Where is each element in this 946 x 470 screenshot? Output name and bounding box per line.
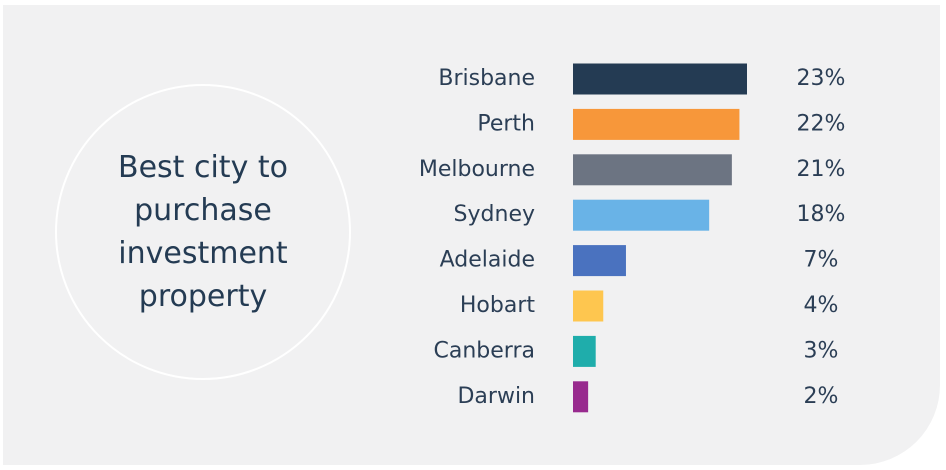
bar — [573, 290, 604, 322]
chart-title: Best city to purchase investment propert… — [118, 150, 288, 314]
category-label: Canberra — [434, 338, 535, 363]
category-label: Brisbane — [438, 66, 535, 91]
bar — [573, 154, 732, 186]
value-label: 4% — [804, 293, 839, 318]
value-label: 2% — [804, 384, 839, 409]
value-label: 21% — [797, 157, 846, 182]
bar — [573, 335, 596, 367]
category-label: Adelaide — [440, 248, 535, 273]
bar — [573, 108, 740, 140]
category-label: Hobart — [460, 293, 535, 318]
value-label: 22% — [797, 111, 846, 136]
value-label: 23% — [797, 66, 846, 91]
bar — [573, 63, 747, 95]
bar — [573, 381, 589, 413]
value-label: 7% — [804, 248, 839, 273]
category-label: Darwin — [457, 384, 535, 409]
bar — [573, 245, 626, 277]
title-circle — [55, 84, 351, 380]
value-label: 3% — [804, 338, 839, 363]
bar — [573, 199, 710, 231]
category-label: Melbourne — [419, 157, 535, 182]
category-label: Sydney — [454, 202, 535, 227]
value-label: 18% — [797, 202, 846, 227]
category-label: Perth — [477, 111, 535, 136]
